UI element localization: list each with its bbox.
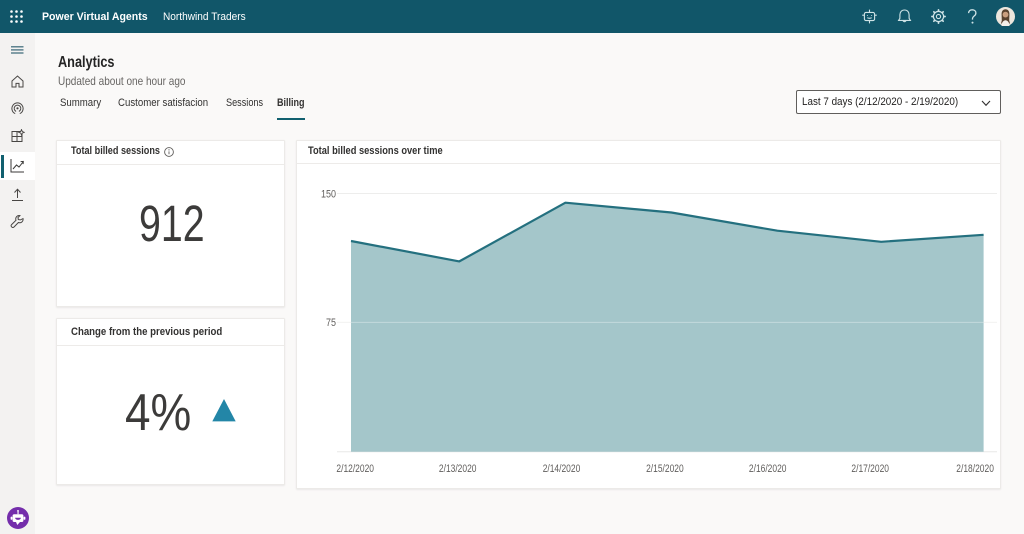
- svg-text:2/13/2020: 2/13/2020: [439, 463, 477, 475]
- svg-text:150: 150: [321, 188, 336, 200]
- svg-text:2/15/2020: 2/15/2020: [646, 463, 684, 475]
- svg-text:2/16/2020: 2/16/2020: [749, 463, 787, 475]
- svg-text:2/17/2020: 2/17/2020: [851, 463, 889, 475]
- svg-text:2/12/2020: 2/12/2020: [336, 463, 374, 475]
- svg-text:75: 75: [326, 317, 336, 329]
- svg-text:2/14/2020: 2/14/2020: [543, 463, 581, 475]
- svg-text:2/18/2020: 2/18/2020: [956, 463, 994, 475]
